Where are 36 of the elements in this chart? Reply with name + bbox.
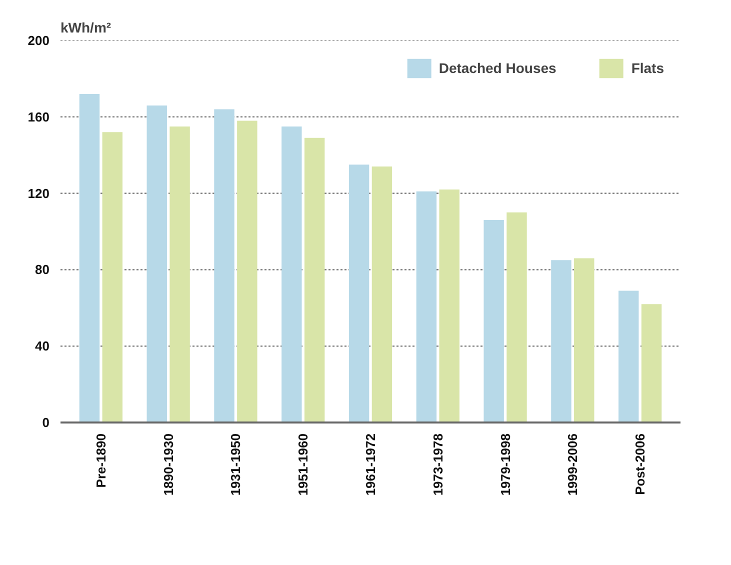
bar bbox=[146, 105, 167, 422]
bar bbox=[506, 212, 527, 422]
x-tick-label: 1973-1978 bbox=[430, 433, 446, 496]
bar bbox=[618, 290, 639, 422]
y-tick-label: 200 bbox=[28, 33, 50, 48]
y-tick-label: 0 bbox=[42, 415, 50, 430]
y-tick-label: 120 bbox=[28, 186, 50, 201]
bar bbox=[102, 132, 122, 422]
bar bbox=[214, 109, 234, 422]
y-axis-title: kWh/m² bbox=[60, 20, 112, 36]
y-tick-label: 160 bbox=[28, 109, 50, 124]
x-tick-label: 1999-2006 bbox=[565, 433, 580, 496]
y-tick-label: 80 bbox=[35, 262, 50, 278]
bar bbox=[551, 260, 572, 422]
bar bbox=[170, 126, 190, 422]
x-tick-label: 1931-1950 bbox=[228, 433, 244, 496]
bar bbox=[416, 191, 437, 422]
bar bbox=[439, 189, 460, 422]
bar bbox=[237, 120, 258, 422]
bar bbox=[282, 126, 302, 422]
bar bbox=[574, 258, 594, 422]
x-tick-label: 1979-1998 bbox=[498, 433, 513, 496]
x-tick-label: 1890-1930 bbox=[160, 433, 176, 496]
legend-label: Detached Houses bbox=[438, 60, 556, 76]
bar bbox=[372, 166, 392, 422]
bar bbox=[304, 138, 325, 422]
bar bbox=[348, 164, 370, 422]
x-tick-label: Post-2006 bbox=[632, 434, 648, 495]
bar bbox=[641, 304, 662, 422]
legend-label: Flats bbox=[631, 60, 664, 76]
x-tick-label: 1961-1972 bbox=[363, 433, 378, 496]
y-tick-label: 40 bbox=[35, 338, 50, 354]
x-tick-label: 1951-1960 bbox=[296, 433, 311, 496]
bar bbox=[484, 220, 504, 422]
x-tick-label: Pre-1890 bbox=[93, 433, 108, 488]
bar bbox=[79, 94, 100, 422]
